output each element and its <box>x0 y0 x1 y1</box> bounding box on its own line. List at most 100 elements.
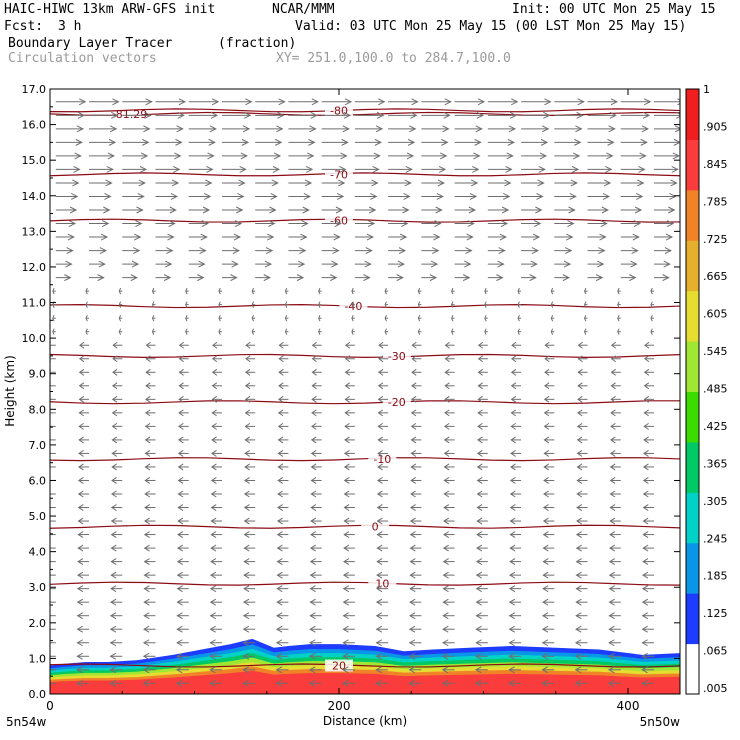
wind-vector-head <box>151 314 155 322</box>
wind-vector-153 <box>77 571 90 579</box>
wind-vector-head <box>509 504 516 511</box>
contour-label-6: -20 <box>388 396 406 409</box>
wind-vector-505 <box>417 328 422 335</box>
wind-vector-head <box>344 355 351 363</box>
wind-vector-811 <box>487 111 518 119</box>
wind-vector-627 <box>55 233 75 241</box>
wind-vector-248 <box>77 504 90 511</box>
wind-vector-228 <box>50 518 56 525</box>
wind-vector-head <box>417 287 421 295</box>
wind-vector-head <box>574 652 582 660</box>
wind-vector-head <box>476 544 483 552</box>
wind-vector-560 <box>351 287 355 295</box>
wind-vector-head <box>270 193 278 200</box>
wind-vector-head <box>110 517 117 525</box>
wind-vector-724 <box>122 165 148 173</box>
contour-label-8: 0 <box>372 521 379 534</box>
wind-vector-head <box>110 571 117 579</box>
wind-vector-head <box>177 111 185 119</box>
wind-vector-head <box>550 328 554 335</box>
wind-vector-head <box>118 328 122 335</box>
wind-vector-head <box>244 463 250 471</box>
wind-vector-head <box>302 206 310 214</box>
wind-vector-314 <box>377 463 389 471</box>
wind-vector-533 <box>85 301 90 308</box>
wind-vector-head <box>300 233 308 241</box>
wind-vector-629 <box>122 233 142 241</box>
wind-vector-664 <box>653 220 675 227</box>
wind-vector-head <box>340 152 348 160</box>
wind-vector-493 <box>644 341 654 349</box>
wind-vector-head <box>577 382 583 390</box>
wind-vector-151 <box>641 585 654 593</box>
wind-vector-361 <box>50 422 56 430</box>
wind-vector-head <box>609 490 616 498</box>
wind-vector-438 <box>78 368 90 376</box>
wind-vector-575 <box>221 274 238 282</box>
wind-vector-head <box>276 585 283 593</box>
wind-vector-head <box>177 490 184 498</box>
wind-vector-head <box>344 422 350 430</box>
wind-vector-87 <box>408 625 422 633</box>
wind-vector-head <box>477 436 483 444</box>
wind-vector-165 <box>475 571 488 579</box>
wind-vector-588 <box>653 274 670 282</box>
contour-line-2 <box>50 172 680 177</box>
wind-vector-14 <box>508 679 522 687</box>
wind-vector-543 <box>417 301 422 308</box>
wind-vector-head <box>343 558 350 566</box>
wind-vector-150 <box>608 585 621 593</box>
wind-vector-136 <box>143 585 156 593</box>
wind-vector-182 <box>409 558 422 566</box>
wind-vector-684 <box>55 193 79 200</box>
wind-vector-head <box>108 138 117 146</box>
wind-vector-698 <box>521 193 544 200</box>
wind-vector-head <box>475 571 483 579</box>
wind-vector-803 <box>221 111 252 119</box>
wind-vector-head <box>118 287 122 295</box>
wind-vector-310 <box>244 463 256 471</box>
wind-vector-139 <box>243 585 256 593</box>
wind-vector-head <box>537 179 545 187</box>
wind-vector-793 <box>521 125 550 133</box>
colorbar-tick-label-15: .905 <box>703 120 728 133</box>
wind-vector-621 <box>487 247 506 255</box>
wind-vector-head <box>77 531 84 538</box>
wind-vector-head <box>377 368 384 376</box>
wind-vector-head <box>610 409 616 417</box>
wind-vector-head <box>475 558 483 566</box>
wind-vector-545 <box>484 301 488 308</box>
wind-vector-head <box>411 341 417 349</box>
wind-vector-head <box>637 179 645 187</box>
wind-vector-head <box>632 233 640 241</box>
wind-vector-head <box>177 450 184 457</box>
wind-vector-head <box>477 98 486 106</box>
field-units: (fraction) <box>218 36 297 51</box>
wind-vector-head <box>105 179 113 187</box>
wind-vector-217 <box>310 531 322 538</box>
wind-vector-head <box>77 111 86 119</box>
wind-vector-head <box>509 544 516 552</box>
y-axis-label: Height (km) <box>3 355 17 426</box>
wind-vector-head <box>210 111 219 119</box>
wind-vector-head <box>299 247 307 255</box>
wind-vector-head <box>411 382 417 390</box>
wind-vector-582 <box>454 274 471 282</box>
wind-vector-head <box>642 463 649 471</box>
wind-vector-195 <box>210 544 222 552</box>
wind-vector-head <box>639 152 647 160</box>
wind-vector-813 <box>554 111 584 119</box>
wind-vector-94 <box>641 625 654 633</box>
y-tick-label-11: 11.0 <box>22 297 47 310</box>
wind-vector-208 <box>642 544 654 552</box>
wind-vector-712 <box>354 179 379 187</box>
wind-vector-head <box>509 558 516 566</box>
wind-vector-370 <box>344 422 355 430</box>
wind-vector-head <box>137 193 145 200</box>
wind-vector-428 <box>377 382 389 390</box>
wind-vector-391 <box>410 409 422 417</box>
wind-vector-567 <box>583 287 588 295</box>
wind-vector-head <box>475 612 482 620</box>
wind-vector-head <box>474 138 482 146</box>
wind-vector-head <box>566 233 574 241</box>
